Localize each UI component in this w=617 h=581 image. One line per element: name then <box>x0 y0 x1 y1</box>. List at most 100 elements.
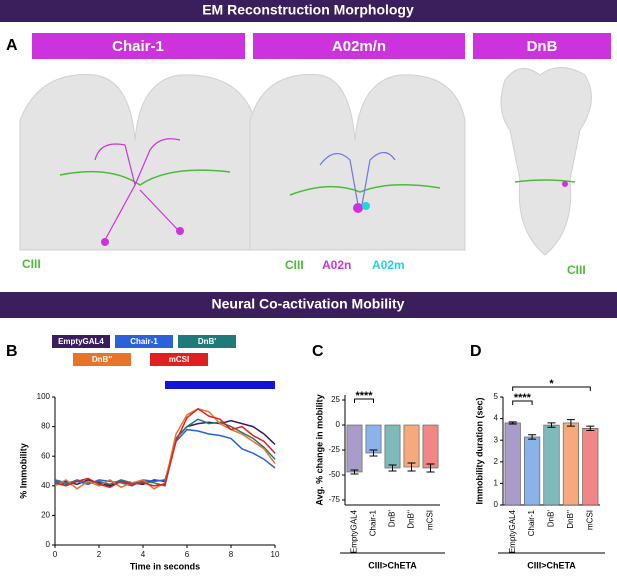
neuron-label: A02n <box>322 258 351 272</box>
x-tick-label: EmptyGAL4 <box>350 509 359 553</box>
error-bar <box>388 464 397 472</box>
error-bar <box>566 419 575 427</box>
y-tick-label: 0 <box>46 540 51 549</box>
series-line <box>54 407 276 489</box>
column-banner <box>253 33 465 59</box>
column-banner <box>32 33 245 59</box>
y-axis-label: Avg. % change in mobility <box>314 394 324 505</box>
x-tick-label: DnB'' <box>566 510 575 529</box>
y-tick-label: 0 <box>494 500 499 509</box>
legend-swatch <box>73 353 131 366</box>
significance-label: **** <box>514 392 532 404</box>
x-axis-label: Time in seconds <box>130 561 200 571</box>
neuron-trace <box>289 184 441 196</box>
bar <box>543 424 560 506</box>
x-tick-label: 8 <box>229 550 234 559</box>
bar <box>403 424 420 468</box>
y-tick-label: 2 <box>494 457 499 466</box>
group-label: CIII>ChETA <box>368 560 417 570</box>
x-tick-label: EmptyGAL4 <box>508 509 517 553</box>
panel-letter: B <box>6 343 18 360</box>
significance-label: **** <box>355 390 373 402</box>
column-title: A02m/n <box>332 38 386 55</box>
x-tick-label: 10 <box>271 550 280 559</box>
y-tick-label: 5 <box>494 392 499 401</box>
panel-letter: D <box>470 343 482 360</box>
neuron-trace <box>319 151 396 206</box>
y-tick-label: 1 <box>494 479 499 488</box>
y-tick-label: 100 <box>37 392 51 401</box>
significance-bracket <box>512 386 591 391</box>
y-tick-label: 80 <box>41 422 50 431</box>
legend-swatch <box>178 335 236 348</box>
neuron-label: CIII <box>22 257 41 271</box>
soma <box>353 203 363 213</box>
y-tick-label: 4 <box>494 414 499 423</box>
figure-title: EM Reconstruction Morphology <box>202 2 414 18</box>
y-tick-label: 25 <box>331 395 340 404</box>
x-tick-label: 4 <box>141 550 146 559</box>
soma <box>101 238 109 246</box>
column-title: Chair-1 <box>112 38 164 55</box>
legend-label: mCSI <box>169 355 189 364</box>
section-bar <box>0 292 617 318</box>
cns-render <box>19 74 256 251</box>
bar <box>504 422 521 506</box>
y-tick-label: 0 <box>336 420 341 429</box>
legend-swatch <box>52 335 110 348</box>
error-bar <box>407 462 416 472</box>
column-banner <box>473 33 611 59</box>
bar <box>422 424 439 469</box>
series-line <box>54 418 276 487</box>
panel-letter: C <box>312 343 324 360</box>
neuron-trace <box>94 138 181 241</box>
bar <box>384 424 401 469</box>
legend-label: EmptyGAL4 <box>58 337 104 346</box>
y-tick-label: 3 <box>494 435 499 444</box>
error-bar <box>547 422 556 428</box>
y-tick-label: 40 <box>41 481 50 490</box>
x-tick-label: DnB'' <box>407 510 416 529</box>
legend-label: DnB'' <box>92 355 112 364</box>
error-bar <box>586 425 595 431</box>
bar <box>365 424 382 454</box>
title-bar <box>0 0 617 22</box>
x-tick-label: 6 <box>185 550 190 559</box>
x-tick-label: Chair-1 <box>527 509 536 536</box>
neuron-trace <box>514 179 576 183</box>
x-tick-label: mCSI <box>426 510 435 530</box>
section-title: Neural Co-activation Mobility <box>212 296 405 312</box>
x-tick-label: 0 <box>53 550 58 559</box>
series-line <box>54 419 276 487</box>
y-tick-label: -25 <box>328 445 340 454</box>
y-axis-label: % Immobility <box>18 443 28 499</box>
y-tick-label: -75 <box>328 495 340 504</box>
error-bar <box>350 469 359 475</box>
x-tick-label: 2 <box>97 550 102 559</box>
soma <box>362 202 370 210</box>
cns-render <box>249 74 466 251</box>
error-bar <box>426 463 435 473</box>
legend-label: Chair-1 <box>130 337 158 346</box>
significance-bracket <box>512 400 533 405</box>
error-bar <box>528 434 537 440</box>
y-tick-label: 20 <box>41 511 50 520</box>
group-label: CIII>ChETA <box>527 560 576 570</box>
stimulus-bar <box>165 381 275 389</box>
soma <box>176 227 184 235</box>
significance-bracket <box>354 398 374 403</box>
x-tick-label: Chair-1 <box>369 509 378 536</box>
error-bar <box>508 421 517 425</box>
y-tick-label: 60 <box>41 451 50 460</box>
bar <box>524 436 541 506</box>
x-tick-label: mCSI <box>585 510 594 530</box>
soma <box>562 181 568 187</box>
x-tick-label: DnB' <box>547 510 556 528</box>
neuron-label: CIII <box>285 258 304 272</box>
legend-swatch <box>150 353 208 366</box>
neuron-label: CIII <box>567 263 586 277</box>
legend-label: DnB' <box>198 337 216 346</box>
neuron-label: A02m <box>372 258 405 272</box>
